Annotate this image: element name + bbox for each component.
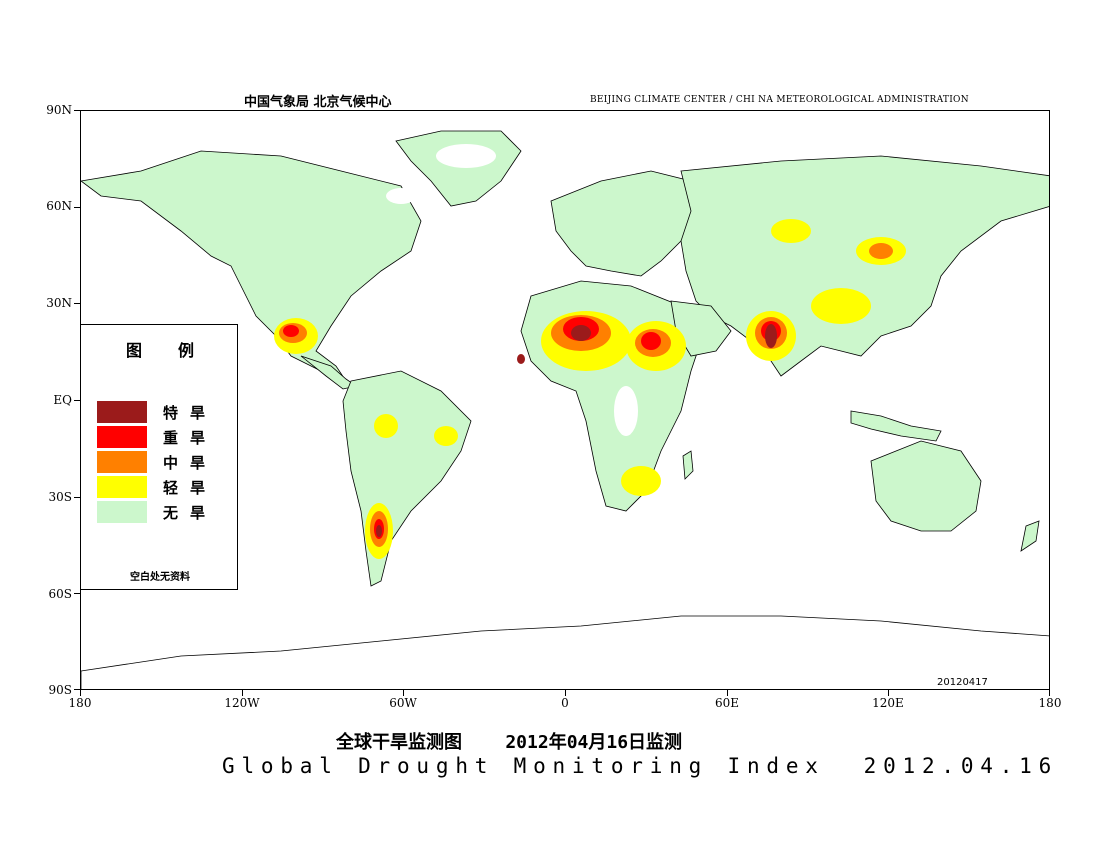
- map-legend: 图例 特旱 重旱 中旱 轻旱 无旱 空白处无资料: [80, 324, 238, 590]
- lon-tick: [1049, 690, 1050, 696]
- header-agency-cn: 中国气象局 北京气候中心: [244, 95, 392, 110]
- legend-label-none: 无旱: [163, 503, 218, 522]
- world-map-svg: 20120417: [81, 130, 1049, 689]
- lon-tick: [727, 690, 728, 696]
- land-europe: [550, 170, 702, 277]
- land-madagascar: [682, 450, 694, 480]
- legend-label-light: 轻旱: [163, 478, 218, 497]
- lon-label-180w: 180: [68, 696, 92, 710]
- legend-swatch-light: [97, 476, 147, 498]
- lon-tick: [888, 690, 889, 696]
- lat-tick: [74, 303, 80, 304]
- legend-swatch-extreme: [97, 401, 147, 423]
- land-new-zealand: [1020, 520, 1040, 552]
- land-asia: [680, 155, 1049, 377]
- legend-label-extreme: 特旱: [163, 403, 218, 422]
- lon-label-0: 0: [561, 696, 569, 710]
- lat-tick: [74, 497, 80, 498]
- lon-label-60w: 60W: [389, 696, 417, 710]
- lat-label-90n: 90N: [46, 103, 72, 117]
- lon-label-60e: 60E: [714, 696, 740, 710]
- legend-note: 空白处无资料: [130, 572, 190, 583]
- title-english: Global Drought Monitoring Index 2012.04.…: [222, 754, 1059, 778]
- lat-tick: [74, 400, 80, 401]
- lat-label-30n: 30N: [46, 296, 72, 310]
- legend-item-moderate: 中旱: [97, 451, 217, 473]
- land-antarctica: [81, 615, 1049, 689]
- lat-tick: [74, 689, 80, 690]
- land-south-america: [342, 370, 472, 587]
- legend-label-severe: 重旱: [163, 428, 218, 447]
- legend-item-light: 轻旱: [97, 476, 217, 498]
- lat-label-30s: 30S: [48, 490, 73, 504]
- legend-swatch-none: [97, 501, 147, 523]
- no-data-areas: [386, 144, 638, 436]
- legend-item-severe: 重旱: [97, 426, 217, 448]
- legend-item-extreme: 特旱: [97, 401, 217, 423]
- land-australia: [870, 440, 982, 532]
- land-indonesia: [850, 410, 942, 442]
- lon-label-120e: 120E: [872, 696, 904, 710]
- lat-label-60s: 60S: [48, 587, 73, 601]
- header-agency-en: BEIJING CLIMATE CENTER / CHI NA METEOROL…: [590, 95, 969, 105]
- lat-label-60n: 60N: [46, 199, 72, 213]
- lat-tick: [74, 207, 80, 208]
- lat-label-90s: 90S: [48, 683, 73, 697]
- drought-patches: [274, 219, 906, 559]
- lon-label-180e: 180: [1038, 696, 1062, 710]
- lon-tick: [565, 690, 566, 696]
- legend-title: 图例: [125, 341, 230, 360]
- lon-tick: [80, 690, 81, 696]
- title-chinese: 全球干旱监测图 2012年04月16日监测: [336, 732, 683, 753]
- drought-map: 20120417: [80, 110, 1050, 690]
- lon-tick: [403, 690, 404, 696]
- lon-tick: [242, 690, 243, 696]
- lat-tick: [74, 110, 80, 111]
- legend-swatch-severe: [97, 426, 147, 448]
- lat-label-eq: EQ: [53, 393, 72, 407]
- land-north-america: [81, 150, 422, 382]
- legend-label-moderate: 中旱: [163, 453, 218, 472]
- lon-label-120w: 120W: [224, 696, 260, 710]
- map-stamp-svg: 20120417: [937, 677, 988, 688]
- legend-swatch-moderate: [97, 451, 147, 473]
- lat-tick: [74, 593, 80, 594]
- legend-item-none: 无旱: [97, 501, 217, 523]
